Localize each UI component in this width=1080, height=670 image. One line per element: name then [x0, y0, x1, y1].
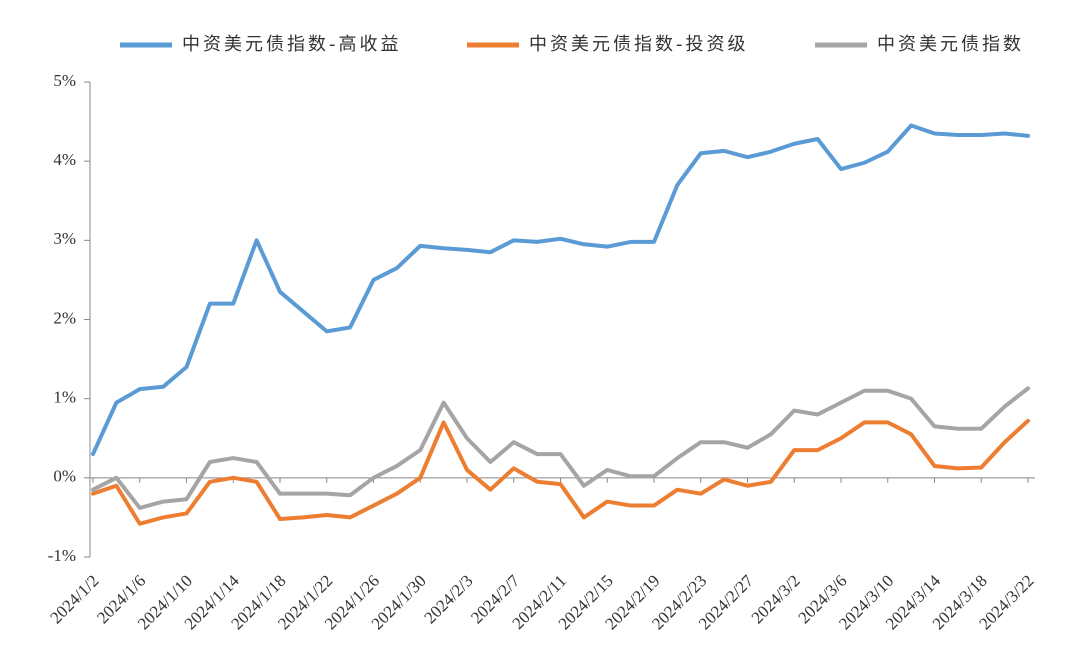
y-tick-label: -1%: [48, 546, 76, 565]
series-line: [91, 386, 1030, 510]
legend-label: 中资美元债指数-高收益: [182, 34, 402, 55]
y-tick-label: 5%: [53, 71, 76, 90]
series-line: [91, 418, 1030, 526]
x-tick-label: 2024/2/3: [420, 571, 476, 627]
legend-label: 中资美元债指数-投资级: [529, 34, 749, 55]
x-tick-label: 2024/3/2: [748, 571, 804, 627]
y-tick-label: 0%: [53, 467, 76, 486]
y-tick-label: 4%: [53, 150, 76, 169]
series-line: [91, 123, 1030, 457]
y-tick-label: 2%: [53, 308, 76, 327]
x-tick-label: 2024/1/2: [46, 571, 102, 627]
y-tick-label: 3%: [53, 229, 76, 248]
legend-label: 中资美元债指数: [877, 34, 1024, 55]
y-tick-label: 1%: [53, 388, 76, 407]
